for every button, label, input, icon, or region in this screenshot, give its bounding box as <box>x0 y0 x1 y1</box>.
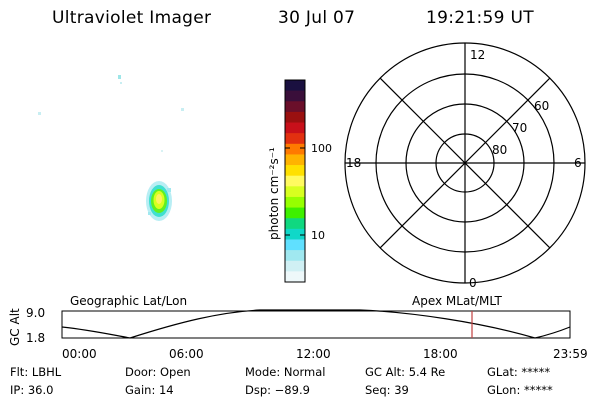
colorbar-cell <box>285 80 305 92</box>
y-tick-label: 1.8 <box>26 331 45 345</box>
door-status: Door: Open <box>125 365 191 379</box>
mlt-label-0: 0 <box>469 276 477 290</box>
time-tick-label: 23:59 <box>553 347 588 361</box>
instrument-title: Ultraviolet Imager <box>52 8 212 28</box>
colorbar-cell <box>285 260 305 272</box>
time-tick-label: 18:00 <box>423 347 458 361</box>
auroral-image <box>38 75 184 221</box>
colorbar-tick-label: 100 <box>311 142 332 155</box>
colorbar-cell <box>285 133 305 145</box>
colorbar-cell <box>285 186 305 198</box>
apex-caption: Apex MLat/MLT <box>412 294 502 308</box>
lat-label-60: 60 <box>534 99 549 113</box>
colorbar-unit-label: photon cm⁻²s⁻¹ <box>267 147 281 240</box>
date-label: 30 Jul 07 <box>278 8 356 28</box>
lat-label-70: 70 <box>512 121 527 135</box>
mlt-label-18: 18 <box>346 156 361 170</box>
colorbar-cell <box>285 90 305 102</box>
colorbar-cell <box>285 271 305 283</box>
altitude-curve <box>61 309 571 339</box>
colorbar-cell <box>285 122 305 134</box>
time-tick-label: 00:00 <box>62 347 97 361</box>
y-tick-label: 9.0 <box>26 306 45 320</box>
altitude-timeline: GC Alt 9.0 1.8 <box>8 306 571 346</box>
ip-status: IP: 36.0 <box>10 383 54 397</box>
seq-status: Seq: 39 <box>365 383 409 397</box>
geographic-caption: Geographic Lat/Lon <box>70 294 188 308</box>
gain-status: Gain: 14 <box>125 383 174 397</box>
colorbar-cell <box>285 207 305 219</box>
mlt-label-6: 6 <box>574 156 582 170</box>
gc-alt-axis-title: GC Alt <box>8 308 22 346</box>
colorbar-cell <box>285 250 305 262</box>
colorbar-cell <box>285 165 305 177</box>
filter-status: Flt: LBHL <box>10 365 62 379</box>
colorbar-cell <box>285 218 305 230</box>
colorbar-cell <box>285 239 305 251</box>
dsp-status: Dsp: −89.9 <box>245 383 310 397</box>
colorbar-tick-label: 10 <box>311 229 325 242</box>
colorbar-cell <box>285 143 305 155</box>
glon-status: GLon: ***** <box>487 383 553 397</box>
colorbar-cell <box>285 111 305 124</box>
colorbar-cell <box>285 175 305 187</box>
polar-plot: 12 18 6 0 60 70 80 <box>344 42 586 290</box>
colorbar-cell <box>285 154 305 166</box>
mode-status: Mode: Normal <box>245 365 326 379</box>
time-tick-label: 12:00 <box>296 347 331 361</box>
colorbar-cell <box>285 228 305 240</box>
glat-status: GLat: ***** <box>487 365 551 379</box>
colorbar-cell <box>285 101 305 113</box>
time-tick-label: 06:00 <box>169 347 204 361</box>
lat-label-80: 80 <box>492 143 507 157</box>
mlt-label-12: 12 <box>470 48 485 62</box>
colorbar: 100 10 photon cm⁻²s⁻¹ <box>267 79 332 283</box>
gc-alt-status: GC Alt: 5.4 Re <box>365 365 446 379</box>
aurora-blob <box>146 181 172 221</box>
time-label: 19:21:59 UT <box>426 8 534 28</box>
colorbar-cell <box>285 196 305 209</box>
noise-speckles <box>38 75 184 152</box>
